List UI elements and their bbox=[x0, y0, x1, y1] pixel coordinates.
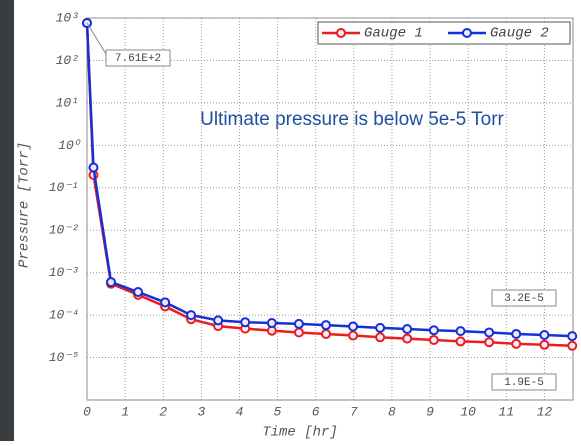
point bbox=[375, 322, 386, 333]
point bbox=[160, 297, 171, 308]
point bbox=[293, 318, 304, 329]
point bbox=[567, 340, 578, 351]
legend-marker bbox=[336, 28, 346, 38]
point bbox=[213, 315, 224, 326]
y-tick-label: 10³ bbox=[56, 10, 79, 25]
point bbox=[240, 317, 251, 328]
x-tick-label: 7 bbox=[350, 404, 358, 419]
y-tick-label: 10⁻² bbox=[49, 223, 79, 238]
point bbox=[539, 329, 550, 340]
x-tick-label: 3 bbox=[197, 404, 205, 419]
point bbox=[320, 328, 331, 339]
annotation: 1.9E-5 bbox=[504, 377, 544, 389]
x-tick-label: 6 bbox=[312, 404, 320, 419]
y-tick-label: 10⁰ bbox=[58, 138, 81, 153]
x-tick-label: 8 bbox=[388, 404, 396, 419]
annotation-leader bbox=[86, 22, 107, 55]
point bbox=[402, 333, 413, 344]
point bbox=[511, 328, 522, 339]
y-tick-label: 10⁻⁴ bbox=[49, 308, 79, 323]
point bbox=[348, 330, 359, 341]
legend-label: Gauge 1 bbox=[364, 26, 423, 42]
legend-marker bbox=[462, 28, 472, 38]
annotation-box bbox=[491, 373, 557, 391]
point bbox=[402, 324, 413, 335]
y-tick-label: 10⁻⁵ bbox=[49, 350, 79, 365]
x-tick-label: 9 bbox=[426, 404, 434, 419]
point bbox=[484, 337, 495, 348]
point bbox=[455, 336, 466, 347]
x-tick-label: 1 bbox=[121, 404, 129, 419]
point bbox=[484, 327, 495, 338]
y-axis-title: Pressure [Torr] bbox=[17, 142, 33, 268]
point bbox=[320, 320, 331, 331]
y-tick-label: 10² bbox=[56, 53, 79, 68]
point bbox=[106, 277, 117, 288]
x-tick-label: 12 bbox=[537, 404, 553, 419]
point bbox=[455, 326, 466, 337]
annotation: 7.61E+2 bbox=[115, 53, 161, 65]
annotation-box bbox=[105, 49, 171, 67]
point bbox=[539, 339, 550, 350]
legend-box bbox=[317, 21, 571, 45]
x-tick-label: 4 bbox=[236, 404, 244, 419]
point bbox=[186, 310, 197, 321]
x-tick-label: 10 bbox=[460, 404, 476, 419]
x-axis-title: Time [hr] bbox=[262, 425, 338, 441]
x-tick-label: 11 bbox=[498, 404, 514, 419]
point bbox=[567, 331, 578, 342]
point bbox=[428, 325, 439, 336]
point bbox=[88, 162, 99, 173]
x-tick-label: 0 bbox=[83, 404, 91, 419]
point bbox=[511, 338, 522, 349]
annotation: 3.2E-5 bbox=[504, 293, 544, 305]
annotation-box bbox=[491, 289, 557, 307]
legend-label: Gauge 2 bbox=[490, 26, 549, 42]
x-tick-label: 2 bbox=[159, 404, 167, 419]
point bbox=[348, 321, 359, 332]
point bbox=[133, 287, 144, 298]
note: Ultimate pressure is below 5e-5 Torr bbox=[200, 109, 504, 130]
point bbox=[293, 327, 304, 338]
y-tick-label: 10⁻¹ bbox=[49, 180, 79, 195]
point bbox=[266, 318, 277, 329]
y-tick-label: 10⁻³ bbox=[49, 265, 79, 280]
point bbox=[428, 334, 439, 345]
y-tick-label: 10¹ bbox=[56, 95, 79, 110]
point bbox=[375, 332, 386, 343]
x-tick-label: 5 bbox=[274, 404, 282, 419]
photo-strip bbox=[0, 0, 14, 441]
